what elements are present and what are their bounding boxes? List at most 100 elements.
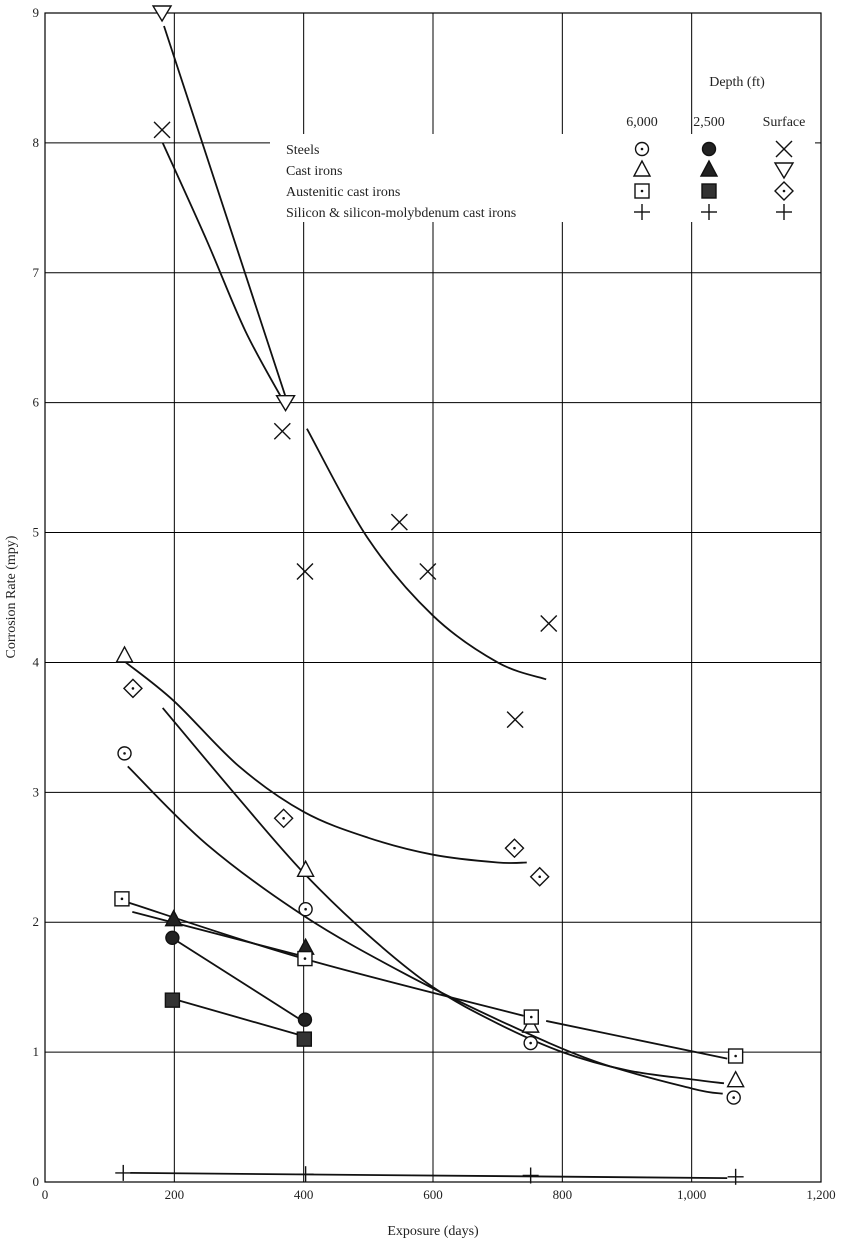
data-point bbox=[117, 746, 132, 761]
data-point bbox=[298, 902, 313, 917]
marker-dot bbox=[782, 189, 786, 193]
data-point bbox=[275, 394, 296, 413]
marker-disc bbox=[165, 930, 180, 946]
marker-triangle-up-filled bbox=[699, 159, 719, 177]
marker-dot bbox=[131, 687, 135, 690]
marker-shape bbox=[115, 645, 134, 663]
marker-x bbox=[775, 140, 793, 158]
marker-shape bbox=[773, 162, 795, 180]
marker-dot bbox=[282, 817, 285, 820]
fit-curve bbox=[125, 661, 527, 864]
marker-shape bbox=[151, 5, 173, 23]
fit-curve bbox=[127, 765, 723, 1095]
data-point bbox=[390, 513, 408, 531]
marker-dot bbox=[304, 907, 307, 911]
data-point bbox=[115, 1164, 132, 1181]
marker-stroke bbox=[390, 513, 408, 531]
marker-stroke bbox=[419, 563, 437, 581]
marker-shape bbox=[164, 909, 183, 927]
fit-curve bbox=[545, 1020, 728, 1060]
legend-title: Depth (ft) bbox=[709, 75, 765, 90]
legend-material-label: Austenitic cast irons bbox=[286, 185, 400, 200]
data-point bbox=[115, 645, 134, 663]
fit-curve bbox=[163, 25, 289, 403]
legend-depth-header: Surface bbox=[763, 115, 806, 130]
data-point bbox=[164, 909, 183, 927]
data-point bbox=[419, 563, 437, 581]
data-point bbox=[727, 1168, 744, 1185]
fit-curve bbox=[162, 707, 725, 1085]
marker-dot bbox=[120, 897, 124, 901]
data-point bbox=[506, 711, 524, 729]
marker-dot bbox=[529, 1015, 533, 1019]
marker-stroke bbox=[775, 140, 793, 158]
marker-dot bbox=[734, 1054, 737, 1058]
y-tick-label: 9 bbox=[33, 5, 40, 20]
fit-curves bbox=[125, 25, 728, 1179]
marker-stroke bbox=[540, 614, 558, 632]
data-point bbox=[726, 1090, 741, 1105]
legend-depth-header: 2,500 bbox=[693, 115, 725, 130]
marker-circle-dot bbox=[634, 141, 650, 157]
marker-stroke bbox=[153, 121, 171, 139]
marker-plus bbox=[776, 204, 792, 220]
marker-square-filled bbox=[701, 183, 717, 199]
fit-curve bbox=[132, 910, 308, 959]
legend-material-label: Steels bbox=[286, 143, 319, 158]
marker-dot bbox=[123, 752, 126, 755]
data-point bbox=[522, 1167, 539, 1184]
marker-dot bbox=[640, 147, 644, 151]
data-point bbox=[296, 1031, 313, 1047]
marker-shape bbox=[699, 159, 719, 177]
legend: Depth (ft) 6,000 2,500 Surface Steels Cast ir… bbox=[270, 75, 815, 222]
data-point bbox=[504, 838, 525, 859]
marker-plus bbox=[701, 204, 717, 220]
data-point bbox=[165, 930, 180, 946]
fit-curve bbox=[306, 428, 547, 681]
marker-dot bbox=[529, 1041, 532, 1045]
data-point bbox=[296, 859, 315, 877]
y-tick-label: 7 bbox=[33, 265, 40, 280]
marker-dot bbox=[303, 957, 307, 960]
marker-shape bbox=[296, 859, 315, 877]
y-tick-label: 3 bbox=[33, 784, 40, 799]
y-tick-label: 1 bbox=[33, 1044, 40, 1059]
marker-disc bbox=[701, 141, 717, 157]
marker-plus bbox=[634, 204, 650, 220]
fit-curve bbox=[128, 901, 524, 1017]
data-point bbox=[297, 1012, 313, 1027]
legend-material-label: Silicon & silicon-molybdenum cast irons bbox=[286, 206, 516, 221]
marker-stroke bbox=[296, 563, 314, 581]
data-point bbox=[153, 121, 171, 139]
plot-frame bbox=[44, 12, 822, 1183]
data-point bbox=[114, 891, 130, 907]
data-points bbox=[114, 5, 745, 1185]
data-point bbox=[297, 950, 313, 967]
marker-dot bbox=[513, 846, 516, 850]
data-point bbox=[523, 1035, 538, 1051]
x-tick-label: 800 bbox=[553, 1187, 573, 1202]
data-point bbox=[726, 1070, 745, 1088]
legend-background bbox=[270, 134, 815, 222]
data-point bbox=[273, 808, 294, 829]
marker-disc bbox=[297, 1012, 313, 1027]
x-tick-label: 600 bbox=[423, 1187, 443, 1202]
fit-curve bbox=[130, 1172, 728, 1179]
marker-shape bbox=[632, 159, 652, 177]
x-tick-label: 1,000 bbox=[677, 1187, 706, 1202]
marker-triangle-down bbox=[773, 162, 795, 180]
marker-stroke bbox=[273, 422, 291, 440]
marker-stroke bbox=[506, 711, 524, 729]
data-point bbox=[727, 1048, 744, 1064]
x-tick-label: 1,200 bbox=[806, 1187, 835, 1202]
marker-shape bbox=[275, 394, 296, 413]
legend-depth-header: 6,000 bbox=[626, 115, 658, 130]
marker-shape bbox=[701, 183, 717, 199]
legend-material-label: Cast irons bbox=[286, 164, 342, 179]
marker-triangle-up bbox=[632, 159, 652, 177]
marker-dot bbox=[538, 875, 541, 879]
data-point bbox=[297, 1166, 314, 1183]
y-tick-label: 4 bbox=[33, 654, 40, 669]
x-tick-label: 0 bbox=[42, 1187, 49, 1202]
